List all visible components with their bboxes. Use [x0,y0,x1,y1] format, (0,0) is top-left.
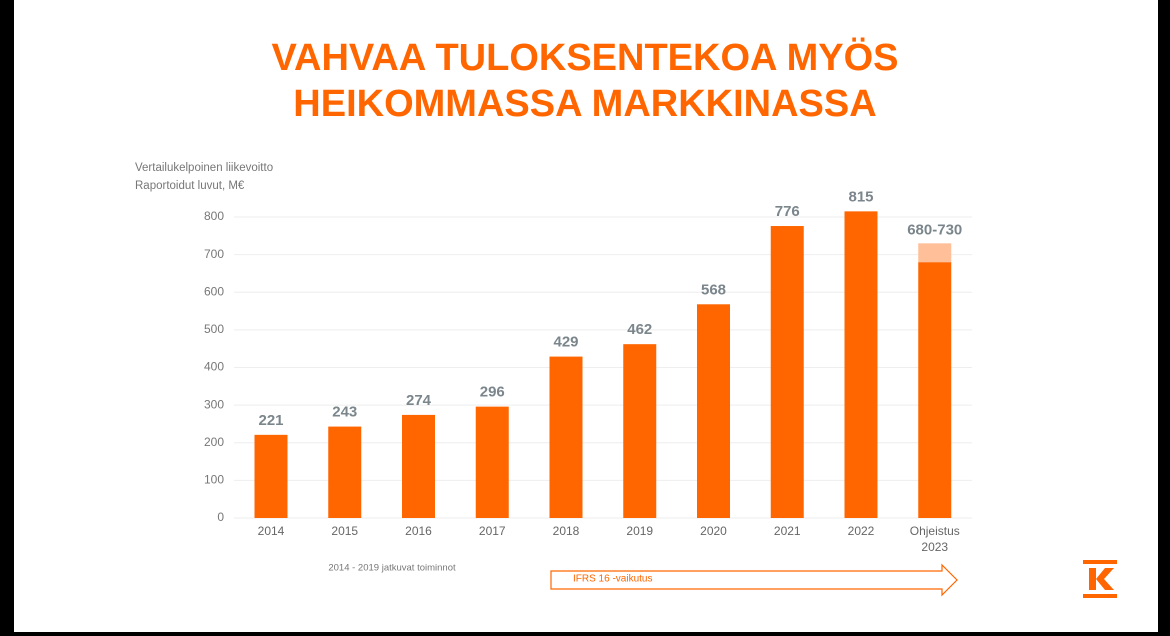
slide-background [14,0,1158,632]
y-tick-label: 0 [217,510,224,524]
logo [1083,560,1117,598]
bar [254,434,288,518]
y-tick-label: 600 [204,284,224,298]
bar [328,426,362,518]
value-label: 429 [553,334,578,351]
arrow-label: IFRS 16 -vaikutus [573,574,652,585]
guidance-label: 680-730 [907,221,962,238]
x-tick-label: 2022 [848,524,875,538]
y-tick-label: 200 [204,435,224,449]
x-tick-label: Ohjeistus 2023 [910,524,960,554]
x-tick-label: 2017 [479,524,506,538]
footnote: 2014 - 2019 jatkuvat toiminnot [328,563,456,574]
y-tick-label: 800 [204,209,224,223]
y-tick-label: 400 [204,360,224,374]
subtitle: Raportoidut luvut, M€ [135,180,245,192]
y-tick-label: 500 [204,322,224,336]
x-tick-label: 2020 [700,524,727,538]
value-label: 462 [627,321,652,338]
value-label: 274 [406,392,432,409]
title-line: HEIKOMMASSA MARKKINASSA [293,83,876,125]
x-tick-label: 2021 [774,524,801,538]
bar [770,226,804,518]
ifrs-arrow [550,563,958,597]
title-line: VAHVAA TULOKSENTEKOA MYÖS [271,36,898,79]
value-label: 815 [848,188,873,205]
bar [844,211,878,518]
y-tick-label: 100 [204,473,224,487]
value-label: 243 [332,404,357,421]
x-tick-label: 2014 [258,524,285,538]
bar [402,414,435,518]
value-label: 776 [775,203,800,220]
guidance-range [918,243,952,263]
bar [697,304,730,518]
x-tick-label: 2016 [405,524,432,538]
y-tick-label: 700 [204,247,224,261]
bar [475,406,509,518]
value-label: 221 [258,412,283,429]
y-tick-label: 300 [204,397,224,411]
subtitle: Vertailukelpoinen liikevoitto [135,162,273,174]
bar [623,344,657,518]
value-label: 568 [701,281,726,298]
x-tick-label: 2015 [331,524,358,538]
x-tick-label: 2019 [626,524,653,538]
guidance-bar [918,262,952,518]
value-label: 296 [480,384,505,401]
bar [549,356,583,518]
x-tick-label: 2018 [553,524,580,538]
